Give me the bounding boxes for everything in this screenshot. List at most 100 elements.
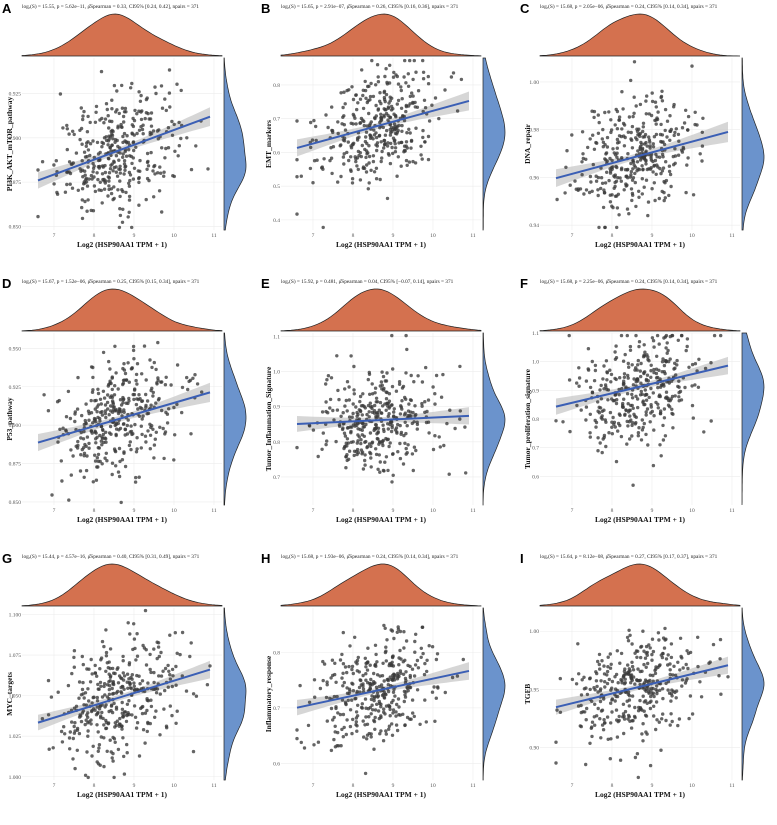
data-point xyxy=(420,401,424,406)
x-tick-label: 8 xyxy=(611,233,614,239)
data-point xyxy=(106,407,110,411)
data-point xyxy=(644,413,648,417)
data-point xyxy=(416,666,421,670)
data-point xyxy=(76,439,80,444)
points xyxy=(40,608,212,780)
data-point xyxy=(700,159,704,163)
y-tick-label: 0.6 xyxy=(273,761,280,767)
data-point xyxy=(653,198,657,203)
data-point xyxy=(437,435,441,439)
data-point xyxy=(647,691,651,695)
data-point xyxy=(397,663,401,667)
data-point xyxy=(364,665,368,669)
data-point xyxy=(87,177,91,181)
data-point xyxy=(382,690,386,694)
data-point xyxy=(379,714,383,718)
data-point xyxy=(627,365,631,369)
x-tick-label: 11 xyxy=(729,233,735,239)
data-point xyxy=(194,144,198,148)
data-point xyxy=(345,718,349,722)
data-point xyxy=(95,465,99,469)
data-point xyxy=(586,367,590,371)
data-point xyxy=(123,106,128,111)
data-point xyxy=(95,723,99,727)
data-point xyxy=(391,151,395,156)
data-point xyxy=(558,710,563,714)
data-point xyxy=(637,189,641,193)
data-point xyxy=(367,161,371,165)
data-point xyxy=(99,656,104,660)
data-point xyxy=(137,180,141,185)
data-point xyxy=(100,413,105,417)
data-point xyxy=(99,684,103,688)
data-point xyxy=(411,468,415,473)
data-point xyxy=(588,435,592,439)
data-point xyxy=(631,383,636,387)
grid xyxy=(281,608,481,780)
data-point xyxy=(65,147,70,152)
data-point xyxy=(354,159,358,164)
data-point xyxy=(98,410,103,415)
data-point xyxy=(404,158,409,163)
data-point xyxy=(354,93,358,97)
data-point xyxy=(584,157,588,161)
data-point xyxy=(654,118,658,122)
data-point xyxy=(82,475,86,479)
data-point xyxy=(399,164,403,168)
data-point xyxy=(354,720,358,724)
data-point xyxy=(378,674,382,678)
top-density xyxy=(21,13,223,57)
data-point xyxy=(89,365,94,369)
data-point xyxy=(602,364,606,368)
data-point xyxy=(588,412,592,416)
data-point xyxy=(134,726,139,730)
data-point xyxy=(603,383,608,387)
data-point xyxy=(99,402,104,406)
data-point xyxy=(144,197,148,202)
data-point xyxy=(340,652,344,657)
data-point xyxy=(593,688,597,692)
data-point xyxy=(642,402,646,407)
data-point xyxy=(118,151,122,155)
data-point xyxy=(125,134,129,138)
data-point xyxy=(364,678,368,682)
data-point xyxy=(67,170,71,174)
data-point xyxy=(648,706,653,711)
x-ticks: 7 8 9 10 11 xyxy=(53,783,217,789)
data-point xyxy=(590,720,595,724)
data-point xyxy=(339,414,343,418)
data-point xyxy=(363,79,367,84)
data-point xyxy=(131,140,136,144)
data-point xyxy=(91,480,96,484)
data-point xyxy=(701,116,705,121)
data-point xyxy=(598,406,603,410)
data-point xyxy=(593,368,598,373)
data-point xyxy=(355,729,359,733)
data-point xyxy=(637,426,641,430)
data-point xyxy=(324,382,328,386)
data-point xyxy=(295,728,299,732)
data-point xyxy=(600,659,604,663)
top-density xyxy=(539,13,741,57)
data-point xyxy=(424,365,428,370)
data-point xyxy=(70,162,74,166)
data-point xyxy=(624,182,628,186)
data-point xyxy=(100,436,105,441)
data-point xyxy=(341,684,345,688)
data-point xyxy=(382,707,386,711)
regression-line xyxy=(296,669,470,709)
data-point xyxy=(690,712,695,716)
x-ticks: 7 8 9 10 11 xyxy=(571,233,735,239)
data-point xyxy=(602,188,606,192)
data-point xyxy=(630,191,635,196)
data-point xyxy=(65,123,69,128)
data-point xyxy=(404,446,408,451)
data-point xyxy=(77,696,81,700)
x-tick-label: 11 xyxy=(729,783,735,789)
data-point xyxy=(354,710,359,714)
data-point xyxy=(80,413,84,418)
data-point xyxy=(650,91,654,95)
data-point xyxy=(160,146,164,150)
data-point xyxy=(81,437,86,441)
